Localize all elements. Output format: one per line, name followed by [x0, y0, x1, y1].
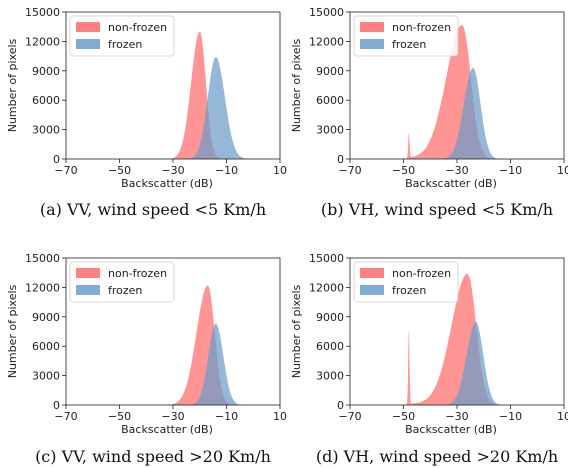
series-non-frozen-area	[66, 285, 280, 405]
y-tick-label: 15000	[309, 6, 344, 19]
x-tick-label: −70	[338, 410, 361, 423]
x-axis-label: Backscatter (dB)	[405, 177, 497, 190]
x-tick-label: −50	[392, 164, 415, 177]
legend-label-frozen: frozen	[392, 284, 426, 297]
legend-label-frozen: frozen	[392, 38, 426, 51]
chart-panel-1: −70 −50 −30 −10 10 0 3000 6000 9000 12000 15000 Bac…	[290, 6, 568, 219]
y-tick-label: 6000	[316, 94, 344, 107]
x-tick-label: 10	[557, 410, 568, 423]
y-axis-label: Number of pixels	[6, 38, 19, 132]
y-tick-label: 12000	[309, 35, 344, 48]
x-tick-label: −50	[108, 164, 131, 177]
legend-swatch-frozen	[360, 285, 384, 295]
y-tick-label: 6000	[32, 340, 60, 353]
x-tick-label: −30	[445, 410, 468, 423]
y-tick-label: 15000	[309, 252, 344, 265]
y-tick-label: 15000	[25, 252, 60, 265]
legend-swatch-non-frozen	[76, 268, 100, 278]
x-tick-label: 10	[273, 164, 287, 177]
panel-caption: (b) VH, wind speed <5 Km/h	[321, 200, 553, 219]
x-tick-label: −10	[499, 410, 522, 423]
y-tick-label: 0	[337, 153, 344, 166]
y-tick-label: 3000	[32, 124, 60, 137]
y-tick-label: 9000	[32, 311, 60, 324]
y-tick-label: 9000	[32, 65, 60, 78]
y-axis-label: Number of pixels	[6, 284, 19, 378]
y-tick-label: 3000	[32, 370, 60, 383]
y-tick-label: 3000	[316, 370, 344, 383]
x-tick-label: 10	[273, 410, 287, 423]
y-tick-label: 0	[337, 399, 344, 412]
y-tick-label: 0	[53, 399, 60, 412]
y-tick-label: 6000	[32, 94, 60, 107]
legend-label-frozen: frozen	[108, 38, 142, 51]
series-frozen-area	[66, 323, 280, 405]
legend-label-non-frozen: non-frozen	[108, 267, 167, 280]
series-non-frozen-area	[350, 24, 564, 160]
x-axis-label: Backscatter (dB)	[405, 423, 497, 436]
chart-panel-0: −70 −50 −30 −10 10 0 3000 6000 9000 12000 15000 Bac…	[6, 6, 287, 219]
series-frozen-area	[66, 57, 280, 159]
series-frozen-area	[350, 67, 564, 159]
x-axis-label: Backscatter (dB)	[121, 423, 213, 436]
y-tick-label: 12000	[25, 35, 60, 48]
legend-swatch-frozen	[360, 39, 384, 49]
legend-swatch-frozen	[76, 285, 100, 295]
series-non-frozen-area	[350, 273, 564, 405]
y-tick-label: 6000	[316, 340, 344, 353]
y-tick-label: 12000	[25, 281, 60, 294]
x-tick-label: −10	[215, 410, 238, 423]
x-tick-label: −70	[54, 164, 77, 177]
x-tick-label: −30	[445, 164, 468, 177]
x-tick-label: −30	[161, 410, 184, 423]
x-tick-label: −10	[215, 164, 238, 177]
x-tick-label: −70	[54, 410, 77, 423]
panel-caption: (c) VV, wind speed >20 Km/h	[35, 447, 271, 466]
y-tick-label: 0	[53, 153, 60, 166]
x-tick-label: −30	[161, 164, 184, 177]
y-axis-label: Number of pixels	[290, 38, 303, 132]
x-tick-label: −50	[108, 410, 131, 423]
panel-caption: (d) VH, wind speed >20 Km/h	[316, 447, 558, 466]
y-axis-label: Number of pixels	[290, 284, 303, 378]
legend-label-non-frozen: non-frozen	[392, 21, 451, 34]
x-tick-label: −50	[392, 410, 415, 423]
legend-swatch-frozen	[76, 39, 100, 49]
legend-label-non-frozen: non-frozen	[392, 267, 451, 280]
legend-swatch-non-frozen	[76, 22, 100, 32]
x-tick-label: −10	[499, 164, 522, 177]
chart-panel-3: −70 −50 −30 −10 10 0 3000 6000 9000 12000 15000 Bac…	[290, 252, 568, 466]
legend-label-non-frozen: non-frozen	[108, 21, 167, 34]
y-tick-label: 15000	[25, 6, 60, 19]
y-tick-label: 3000	[316, 124, 344, 137]
chart-panel-2: −70 −50 −30 −10 10 0 3000 6000 9000 12000 15000 Bac…	[6, 252, 287, 466]
legend-swatch-non-frozen	[360, 22, 384, 32]
x-axis-label: Backscatter (dB)	[121, 177, 213, 190]
legend-swatch-non-frozen	[360, 268, 384, 278]
legend-label-frozen: frozen	[108, 284, 142, 297]
y-tick-label: 9000	[316, 311, 344, 324]
panel-caption: (a) VV, wind speed <5 Km/h	[40, 200, 266, 219]
x-tick-label: 10	[557, 164, 568, 177]
y-tick-label: 12000	[309, 281, 344, 294]
y-tick-label: 9000	[316, 65, 344, 78]
x-tick-label: −70	[338, 164, 361, 177]
